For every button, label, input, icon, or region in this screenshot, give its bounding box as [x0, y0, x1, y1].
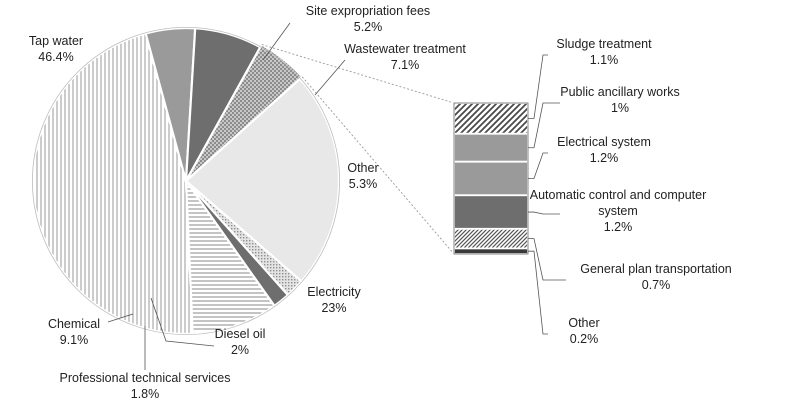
- pie-slice-electricity: [184, 77, 341, 283]
- bar-label-automatic-control-and-computer-system-3: Automatic control and computer system 1.2%: [530, 188, 706, 234]
- bar-segment-other: [453, 247, 529, 255]
- slice-leader-chemical: [107, 313, 134, 323]
- bar-label-sludge-treatment-0: Sludge treatment 1.1%: [556, 37, 652, 67]
- bar-segment-general-plan-transportation: [453, 227, 529, 250]
- bar-leader-electrical-system-2: [528, 152, 548, 179]
- slice-label-diesel-oil: Diesel oil 2%: [215, 327, 266, 357]
- slice-label-other: Other 5.3%: [347, 161, 378, 191]
- bar-label-public-ancillary-works-1: Public ancillary works 1%: [560, 85, 679, 115]
- slice-label-site-expropriation-fees: Site expropriation fees 5.2%: [306, 4, 430, 34]
- slice-label-chemical: Chemical 9.1%: [48, 317, 100, 347]
- bar-leader-public-ancillary-works-1: [528, 102, 560, 149]
- bar-leader-general-plan-transportation-4: [528, 238, 566, 281]
- bar-label-other-5: Other 0.2%: [568, 316, 599, 346]
- bar-leader-other-5: [528, 250, 548, 335]
- bar-segment-electrical-system: [453, 160, 529, 197]
- slice-leader-wastewater-treatment: [314, 59, 346, 96]
- bar-label-general-plan-transportation-4: General plan transportation 0.7%: [580, 262, 732, 292]
- slice-label-wastewater-treatment: Wastewater treatment 7.1%: [344, 42, 466, 72]
- slice-leader-site-expropriation-fees: [262, 22, 291, 61]
- connector-line-bottom: [301, 76, 455, 255]
- pie-outline: [31, 26, 341, 336]
- slice-label-electricity: Electricity 23%: [307, 285, 361, 315]
- bar-leader-automatic-control-and-computer-system-3: [528, 211, 560, 215]
- pie-slice-chemical: [184, 177, 276, 335]
- bar-leader-sludge-treatment-0: [528, 54, 548, 119]
- slice-leader-diesel-oil: [150, 297, 215, 347]
- slice-label-professional-technical-services: Professional technical services 1.8%: [60, 371, 231, 401]
- bar-segment-automatic-control-and-computer-system: [453, 194, 529, 230]
- connector-line-top: [261, 44, 455, 104]
- bar-segment-public-ancillary-works: [453, 132, 529, 163]
- bar-label-electrical-system-2: Electrical system 1.2%: [557, 135, 651, 165]
- bar-segment-sludge-treatment: [453, 102, 529, 135]
- pie-slice-tap-water: [31, 32, 194, 336]
- slice-label-tap-water: Tap water 46.4%: [29, 34, 83, 64]
